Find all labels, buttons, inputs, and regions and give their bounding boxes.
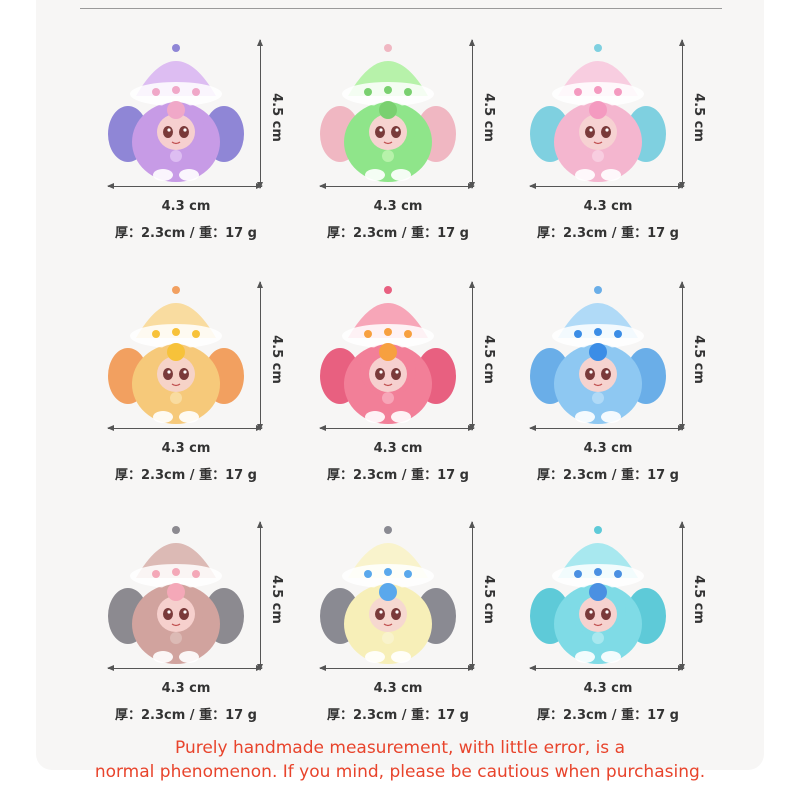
- plush-figure-brown: [108, 526, 244, 664]
- height-dimension-line: [257, 39, 263, 189]
- figure-cell-brown: 4.5 cm 4.3 cm 厚：2.3cm / 重：17 g: [100, 512, 300, 752]
- plush-figure-green: [320, 44, 456, 182]
- figure-cell-green: 4.5 cm 4.3 cm 厚：2.3cm / 重：17 g: [312, 30, 512, 270]
- width-dimension-line: [529, 665, 685, 671]
- height-label: 4.5 cm: [690, 93, 706, 142]
- height-label: 4.5 cm: [268, 93, 284, 142]
- height-dimension-line: [469, 521, 475, 671]
- width-dimension-line: [107, 425, 263, 431]
- height-dimension-line: [679, 521, 685, 671]
- plush-figure-blue: [530, 286, 666, 424]
- width-dimension-line: [529, 425, 685, 431]
- figure-cell-yellow: 4.5 cm 4.3 cm 厚：2.3cm / 重：17 g: [100, 272, 300, 512]
- height-label: 4.5 cm: [268, 335, 284, 384]
- width-label: 4.3 cm: [161, 199, 211, 214]
- width-label: 4.3 cm: [583, 681, 633, 696]
- height-label: 4.5 cm: [690, 575, 706, 624]
- height-label: 4.5 cm: [480, 575, 496, 624]
- width-dimension-line: [529, 183, 685, 189]
- thickness-weight-spec: 厚：2.3cm / 重：17 g: [326, 708, 469, 723]
- figure-cell-aqua: 4.5 cm 4.3 cm 厚：2.3cm / 重：17 g: [522, 512, 722, 752]
- width-dimension-line: [319, 665, 475, 671]
- plush-figure-purple: [108, 44, 244, 182]
- thickness-weight-spec: 厚：2.3cm / 重：17 g: [536, 468, 679, 483]
- width-dimension-line: [319, 183, 475, 189]
- width-label: 4.3 cm: [373, 441, 423, 456]
- thickness-weight-spec: 厚：2.3cm / 重：17 g: [326, 468, 469, 483]
- width-dimension-line: [107, 183, 263, 189]
- width-label: 4.3 cm: [161, 681, 211, 696]
- notice-line-1: Purely handmade measurement, with little…: [175, 738, 625, 758]
- plush-figure-aqua: [530, 526, 666, 664]
- figure-cell-cream: 4.5 cm 4.3 cm 厚：2.3cm / 重：17 g: [312, 512, 512, 752]
- figure-cell-blue: 4.5 cm 4.3 cm 厚：2.3cm / 重：17 g: [522, 272, 722, 512]
- height-label: 4.5 cm: [480, 335, 496, 384]
- figure-cell-rose: 4.5 cm 4.3 cm 厚：2.3cm / 重：17 g: [312, 272, 512, 512]
- width-label: 4.3 cm: [583, 199, 633, 214]
- handmade-notice: Purely handmade measurement, with little…: [60, 736, 740, 784]
- height-dimension-line: [469, 39, 475, 189]
- thickness-weight-spec: 厚：2.3cm / 重：17 g: [326, 226, 469, 241]
- width-label: 4.3 cm: [373, 681, 423, 696]
- plush-figure-cream: [320, 526, 456, 664]
- height-label: 4.5 cm: [480, 93, 496, 142]
- figure-cell-purple: 4.5 cm 4.3 cm 厚：2.3cm / 重：17 g: [100, 30, 300, 270]
- thickness-weight-spec: 厚：2.3cm / 重：17 g: [536, 226, 679, 241]
- thickness-weight-spec: 厚：2.3cm / 重：17 g: [114, 226, 257, 241]
- notice-line-2: normal phenomenon. If you mind, please b…: [94, 762, 706, 782]
- height-dimension-line: [679, 281, 685, 431]
- thickness-weight-spec: 厚：2.3cm / 重：17 g: [114, 708, 257, 723]
- height-dimension-line: [679, 39, 685, 189]
- plush-figure-pink: [530, 44, 666, 182]
- height-dimension-line: [257, 521, 263, 671]
- height-label: 4.5 cm: [268, 575, 284, 624]
- top-divider: [80, 8, 722, 9]
- width-label: 4.3 cm: [161, 441, 211, 456]
- plush-figure-yellow: [108, 286, 244, 424]
- width-label: 4.3 cm: [373, 199, 423, 214]
- height-label: 4.5 cm: [690, 335, 706, 384]
- thickness-weight-spec: 厚：2.3cm / 重：17 g: [536, 708, 679, 723]
- width-label: 4.3 cm: [583, 441, 633, 456]
- height-dimension-line: [469, 281, 475, 431]
- height-dimension-line: [257, 281, 263, 431]
- plush-figure-rose: [320, 286, 456, 424]
- thickness-weight-spec: 厚：2.3cm / 重：17 g: [114, 468, 257, 483]
- width-dimension-line: [319, 425, 475, 431]
- width-dimension-line: [107, 665, 263, 671]
- figure-cell-pink: 4.5 cm 4.3 cm 厚：2.3cm / 重：17 g: [522, 30, 722, 270]
